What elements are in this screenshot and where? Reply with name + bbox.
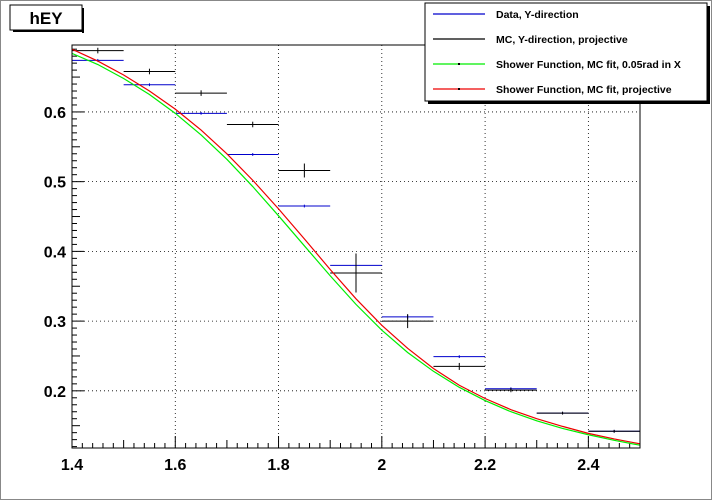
x-tick-label: 2.2 xyxy=(474,457,496,474)
legend-marker-3 xyxy=(458,88,460,90)
y-tick-label: 0.3 xyxy=(44,314,66,331)
title-box-frame xyxy=(9,4,83,31)
fit-curve-line xyxy=(71,48,641,445)
legend: Data, Y-direction MC, Y-direction, projec… xyxy=(424,2,710,104)
x-tick-label: 1.8 xyxy=(267,457,289,474)
legend-label-0: Data, Y-direction xyxy=(496,9,579,21)
fit-curve-line xyxy=(71,52,641,446)
series-3 xyxy=(71,48,641,445)
legend-entries: Data, Y-direction MC, Y-direction, projec… xyxy=(433,9,681,96)
y-tick-label: 0.6 xyxy=(44,105,66,122)
plot-frame xyxy=(71,44,641,449)
series-2 xyxy=(71,52,641,446)
grid xyxy=(72,45,640,448)
legend-marker-2 xyxy=(458,63,460,65)
legend-shadow-right xyxy=(707,6,710,104)
series-1 xyxy=(72,47,640,433)
legend-label-2: Shower Function, MC fit, 0.05rad in X xyxy=(496,59,681,71)
legend-shadow-bottom xyxy=(428,101,710,104)
title-box-shadow-right xyxy=(82,8,84,33)
legend-label-3: Shower Function, MC fit, projective xyxy=(496,84,672,96)
x-tick-label: 2.4 xyxy=(577,457,599,474)
y-tick-label: 0.2 xyxy=(44,384,66,401)
series-group xyxy=(71,47,641,446)
y-tick-label: 0.5 xyxy=(44,175,66,192)
chart-title: hEY xyxy=(29,9,63,28)
legend-frame xyxy=(424,2,708,102)
y-tick-label: 0.4 xyxy=(44,244,66,261)
x-tick-label: 1.4 xyxy=(61,457,83,474)
x-tick-label: 1.6 xyxy=(164,457,186,474)
tick-labels: 1.4 1.6 1.8 2 2.2 2.4 0.2 0.3 0.4 0.5 0.6 xyxy=(44,105,600,474)
chart-title-box: hEY xyxy=(9,4,84,33)
legend-label-1: MC, Y-direction, projective xyxy=(496,34,628,46)
x-tick-label: 2 xyxy=(377,457,386,474)
title-box-shadow-bottom xyxy=(13,30,84,32)
